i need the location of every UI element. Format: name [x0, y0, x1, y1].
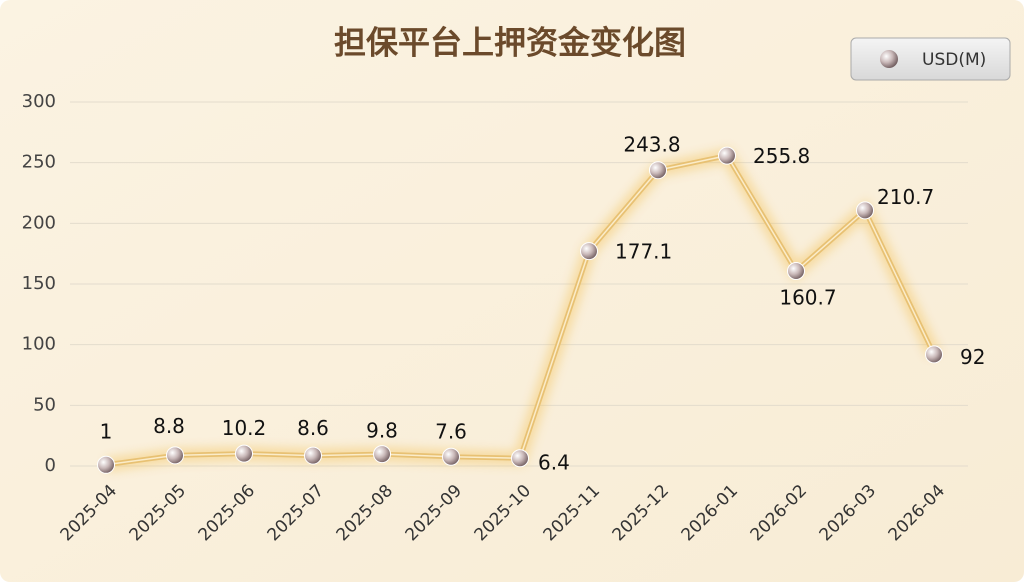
- point: [511, 449, 529, 468]
- point: [304, 446, 322, 465]
- data-label: 9.8: [366, 419, 398, 443]
- y-tick-label: 250: [22, 152, 56, 173]
- chart-title: 担保平台上押资金变化图: [334, 24, 686, 62]
- point: [373, 445, 391, 464]
- point: [166, 446, 184, 465]
- data-label: 8.6: [297, 416, 329, 440]
- data-label: 1: [100, 419, 113, 443]
- legend-box: [850, 37, 1011, 81]
- point: [97, 455, 115, 474]
- y-tick-label: 0: [45, 455, 56, 476]
- data-label: 210.7: [877, 185, 934, 209]
- y-tick-label: 300: [22, 91, 56, 112]
- point: [442, 447, 460, 466]
- point: [787, 262, 805, 281]
- y-tick-label: 100: [22, 334, 56, 355]
- data-label: 7.6: [435, 419, 467, 443]
- point: [580, 242, 598, 261]
- point: [235, 444, 253, 463]
- data-label: 243.8: [623, 133, 680, 157]
- data-label: 177.1: [615, 240, 672, 264]
- data-label: 255.8: [753, 144, 810, 168]
- legend-label: USD(M): [922, 50, 986, 70]
- legend: USD(M): [850, 37, 1011, 81]
- y-tick-label: 150: [22, 273, 56, 294]
- data-label: 92: [960, 345, 985, 369]
- data-label: 6.4: [538, 451, 570, 475]
- y-tick-label: 50: [33, 394, 56, 415]
- data-label: 10.2: [222, 416, 267, 440]
- point: [856, 201, 874, 220]
- legend-marker: [880, 50, 898, 68]
- point: [925, 345, 943, 364]
- point: [718, 146, 736, 165]
- y-tick-label: 200: [22, 212, 56, 233]
- data-label: 160.7: [779, 286, 836, 310]
- data-label: 8.8: [153, 414, 185, 438]
- point: [649, 161, 667, 180]
